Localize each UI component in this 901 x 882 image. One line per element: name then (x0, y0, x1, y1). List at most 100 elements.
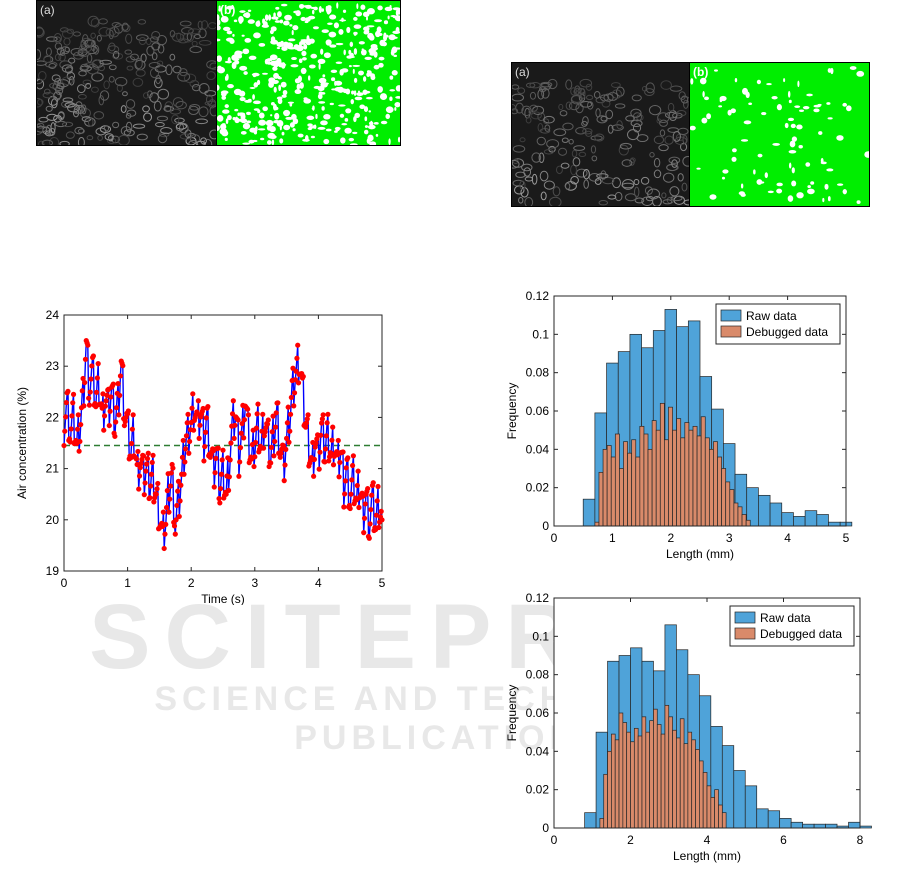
data-point (162, 531, 168, 537)
data-point (218, 485, 224, 492)
bubble-outline (607, 124, 614, 134)
bubble-blob (722, 169, 729, 174)
data-point (356, 504, 362, 511)
bubble-outline (125, 121, 133, 133)
data-point (326, 458, 332, 464)
data-point (354, 482, 360, 489)
bubble-outline (512, 108, 519, 115)
bubble-outline (51, 74, 61, 82)
bubble-blob (308, 64, 316, 69)
legend-swatch (720, 325, 742, 338)
debugged-data-bar (745, 519, 751, 527)
bubble-blob (281, 131, 285, 136)
data-point (319, 416, 325, 422)
bubble-blob (374, 19, 383, 23)
bubble-outline (59, 49, 66, 56)
bubble-blob (767, 190, 774, 194)
bubble-blob (740, 139, 749, 142)
bubble-blob (395, 85, 400, 92)
bubble-outline (153, 100, 162, 112)
bubble-blob (243, 71, 248, 75)
data-point (311, 473, 317, 479)
data-point (167, 483, 174, 489)
bubble-outline (130, 53, 139, 61)
bubble-blob (696, 167, 701, 170)
bubble-blob (346, 55, 353, 59)
data-point (144, 461, 150, 467)
bubble-blob (318, 6, 322, 14)
data-point (286, 439, 292, 445)
data-point (241, 417, 248, 423)
bubble-outline (68, 57, 76, 64)
data-point (142, 480, 148, 486)
data-point (278, 450, 284, 456)
data-point (93, 389, 100, 395)
y-axis-label: Frequency (505, 383, 519, 440)
bubble-outline (93, 111, 105, 120)
bubble-blob (301, 57, 307, 61)
data-point (129, 426, 135, 432)
debugged-data-bar (688, 429, 694, 527)
data-point (335, 437, 341, 444)
bubble-blob (233, 88, 242, 96)
bubble-outline (553, 128, 567, 137)
bubble-blob (258, 42, 266, 47)
bubble-outline (512, 145, 526, 153)
bubble-blob (810, 181, 815, 185)
bubble-outline (664, 111, 678, 119)
bubble-outline (120, 105, 127, 113)
data-point (166, 509, 172, 515)
bubble-blob (217, 115, 224, 122)
bubble-blob (364, 56, 372, 60)
data-point (138, 460, 144, 467)
data-point (235, 417, 241, 423)
bubble-outline (202, 138, 213, 145)
bubble-outline (154, 77, 163, 89)
bubble-blob (788, 162, 792, 169)
bubble-outline (529, 82, 541, 89)
bubble-blob (807, 185, 811, 189)
data-point (113, 419, 119, 425)
bubble-blob (220, 16, 229, 23)
raw-data-bar (756, 808, 769, 829)
bubble-outline (135, 69, 146, 77)
debugged-data-bar (713, 441, 718, 527)
y-tick-label: 0.04 (526, 442, 550, 456)
bubble-outline (523, 167, 532, 177)
bubble-outline (634, 197, 645, 204)
debugged-data-bar (623, 441, 628, 527)
bubble-outline (37, 97, 43, 108)
data-point (347, 505, 353, 512)
bubble-outline (537, 89, 545, 100)
data-point (145, 450, 151, 456)
bubble-blob (217, 125, 220, 131)
bubble-blob (791, 167, 795, 174)
bubble-outline (43, 55, 52, 64)
bubble-blob (740, 183, 744, 189)
bubble-blob (826, 168, 834, 172)
bubble-outline (575, 127, 587, 135)
bubble-outline (116, 84, 123, 92)
bubble-blob (311, 107, 315, 110)
debugged-data-bar (664, 704, 670, 829)
bubble-outline (629, 157, 636, 163)
bubble-outline (171, 114, 180, 125)
bubble-blob (389, 89, 396, 92)
y-tick-label: 23 (46, 359, 60, 373)
data-point (82, 379, 88, 386)
bubble-blob (756, 79, 761, 85)
bubble-blob (238, 15, 244, 23)
data-point (78, 421, 84, 428)
bubble-outline (108, 42, 116, 52)
bubble-outline (43, 88, 51, 95)
bubble-blob (265, 119, 274, 127)
bubble-blob (366, 8, 375, 15)
debugged-data-bar (676, 737, 681, 829)
bubble-blob (242, 122, 251, 130)
bubble-blob (796, 192, 804, 199)
bubble-blob (366, 138, 371, 144)
bubble-blob (368, 34, 375, 41)
bubble-blob (856, 200, 861, 204)
bubble-outline (659, 129, 666, 137)
bubble-outline (543, 115, 555, 124)
